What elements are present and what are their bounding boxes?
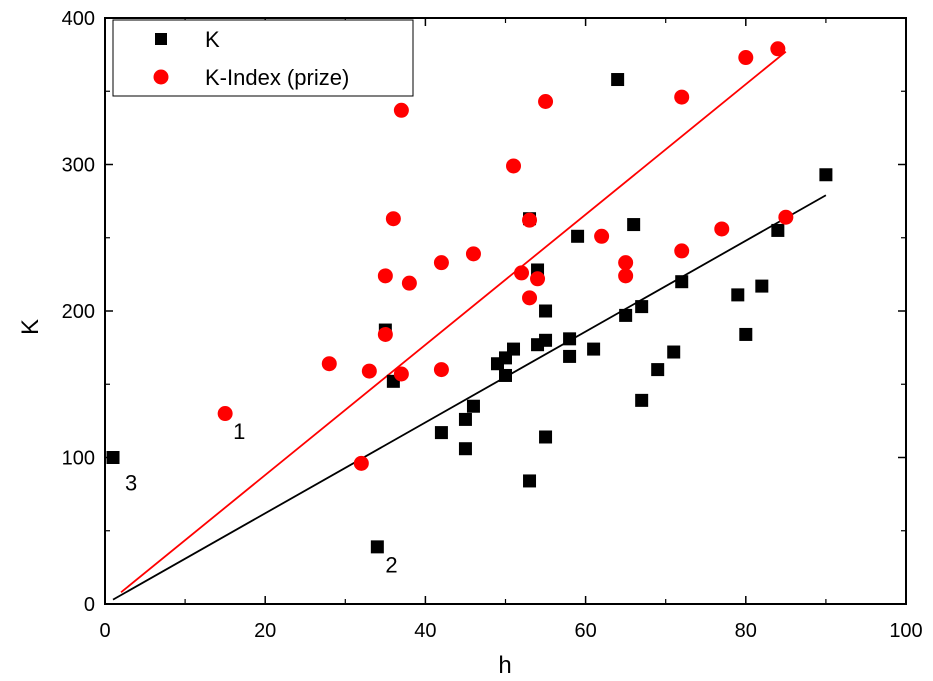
point-k-index: [385, 211, 401, 227]
point-k: [635, 300, 649, 314]
point-k: [499, 368, 512, 382]
plot-frame: [104, 17, 907, 605]
legend-label-k: K: [205, 27, 220, 52]
point-k-index: [433, 362, 449, 378]
point-k: [458, 412, 472, 426]
point-k-index: [522, 290, 538, 306]
point-k: [523, 474, 537, 488]
point-k-index: [361, 363, 377, 379]
x-tick-label: 40: [414, 620, 436, 642]
point-k: [611, 73, 625, 87]
point-k-index: [465, 246, 481, 262]
point-k: [434, 426, 448, 440]
fit-line-k-index: [120, 50, 787, 593]
point-k: [819, 168, 833, 182]
point-k-index: [618, 255, 634, 271]
point-k: [539, 304, 553, 318]
point-k: [507, 342, 521, 356]
x-tick-label: 60: [574, 620, 596, 642]
point-k: [627, 218, 641, 232]
point-k-index: [714, 221, 730, 237]
point-k-index: [217, 406, 233, 422]
point-k: [635, 393, 649, 407]
y-tick-label: 200: [62, 301, 95, 323]
point-k: [539, 430, 553, 444]
point-k: [755, 279, 769, 293]
legend-label-k-index: K-Index (prize): [205, 65, 349, 90]
point-k-index: [506, 158, 522, 174]
point-k: [771, 223, 785, 237]
point-k: [587, 342, 601, 356]
x-axis-title: h: [498, 652, 511, 679]
annotation-label: 3: [125, 470, 137, 495]
x-tick-label: 20: [254, 620, 276, 642]
point-k-index: [738, 50, 754, 66]
point-k-index: [377, 268, 393, 284]
y-tick-label: 0: [84, 594, 95, 616]
point-k-index: [514, 265, 530, 281]
point-k: [106, 451, 120, 464]
point-k-index: [674, 243, 690, 259]
point-k: [571, 229, 585, 243]
point-k: [563, 349, 577, 363]
point-k: [539, 333, 553, 347]
point-k-index: [393, 102, 409, 118]
annotation-label: 2: [385, 552, 397, 577]
point-k: [370, 540, 384, 554]
legend-marker-k: [155, 33, 167, 45]
point-k-index: [321, 356, 337, 372]
point-k-index: [377, 326, 393, 342]
point-k-index: [594, 228, 610, 244]
point-k-index: [618, 268, 634, 284]
point-k: [619, 308, 633, 322]
x-tick-label: 80: [735, 620, 757, 642]
point-k-index: [353, 455, 369, 471]
point-k: [667, 345, 681, 359]
point-k-index: [393, 366, 409, 382]
point-k: [739, 327, 753, 341]
point-k: [675, 275, 689, 289]
y-axis-title: K: [17, 319, 44, 335]
point-k: [651, 363, 665, 377]
y-tick-label: 400: [62, 8, 95, 30]
y-tick-label: 100: [62, 448, 95, 470]
annotation-label: 1: [233, 419, 245, 444]
point-k: [563, 332, 577, 346]
point-k-index: [530, 271, 546, 287]
fit-lines: [112, 50, 827, 601]
annotations: 1 2 3: [125, 419, 398, 577]
point-k: [458, 442, 472, 456]
legend-marker-k-index: [153, 69, 169, 85]
y-tick-label: 300: [62, 155, 95, 177]
axis-ticks: 0 20 40 60 80 100 0 100 200 300 400: [62, 8, 923, 642]
point-k: [466, 399, 480, 413]
legend: K K-Index (prize): [112, 19, 414, 97]
point-k-index: [674, 89, 690, 105]
x-tick-label: 0: [99, 620, 110, 642]
point-k-index: [433, 255, 449, 271]
point-k-index: [778, 209, 794, 225]
x-tick-label: 100: [889, 620, 922, 642]
point-k-index: [401, 275, 417, 291]
point-k-index: [770, 41, 786, 57]
point-k: [731, 288, 745, 302]
data-points: [106, 41, 833, 554]
point-k-index: [522, 212, 538, 228]
fit-line-k: [112, 194, 827, 601]
point-k-index: [538, 94, 554, 110]
